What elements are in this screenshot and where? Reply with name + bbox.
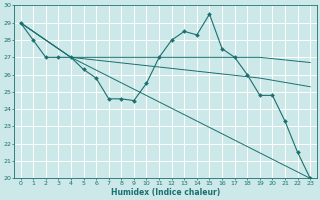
X-axis label: Humidex (Indice chaleur): Humidex (Indice chaleur) [111, 188, 220, 197]
